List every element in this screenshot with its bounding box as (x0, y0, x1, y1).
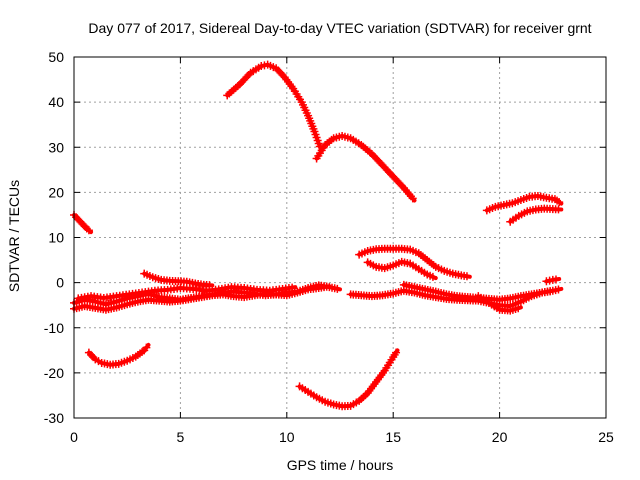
data-point (84, 226, 93, 235)
data-point (333, 284, 342, 293)
series-arc-mid-7 (355, 244, 472, 281)
x-tick-label: 15 (385, 429, 401, 445)
x-tick-label: 10 (279, 429, 295, 445)
series-arc-late-17 (482, 191, 564, 215)
y-axis-title: SDTVAR / TECUs (6, 180, 22, 292)
data-point (551, 275, 560, 284)
y-tick-label: 10 (48, 230, 64, 246)
y-tick-label: 0 (56, 275, 64, 291)
series-arc-mid-5 (363, 257, 438, 281)
x-tick-label: 5 (177, 429, 185, 445)
series-band-zero-late-c (474, 292, 523, 315)
y-tick-label: 40 (48, 94, 64, 110)
series-arc-neg-18 (84, 342, 151, 369)
series-arc-peak-48 (223, 60, 324, 152)
data-point (205, 281, 214, 290)
data-point (554, 285, 563, 294)
y-tick-label: 50 (48, 49, 64, 65)
series-band-zero-c (74, 283, 298, 303)
series-arc-start-15 (70, 210, 94, 235)
data-point (554, 205, 563, 214)
data-point (408, 194, 417, 203)
y-tick-label: 20 (48, 184, 64, 200)
x-tick-label: 0 (70, 429, 78, 445)
data-point (555, 198, 564, 207)
x-tick-label: 25 (598, 429, 614, 445)
data-point (428, 272, 437, 281)
data-point (392, 348, 401, 357)
y-tick-label: -20 (44, 365, 64, 381)
series-dot-late (542, 275, 562, 286)
data-point (322, 282, 331, 291)
y-tick-label: -30 (44, 410, 64, 426)
series-arc-peak-32 (312, 131, 417, 203)
data-series (70, 60, 564, 411)
chart-title: Day 077 of 2017, Sidereal Day-to-day VTE… (88, 20, 591, 36)
y-tick-label: -10 (44, 320, 64, 336)
data-point (288, 283, 297, 292)
axis-ticks: 0 5 10 15 20 25 -30 -20 -10 0 10 20 30 40 50 (44, 49, 614, 445)
series-band-zero-early (140, 269, 215, 290)
data-point (462, 272, 471, 281)
x-tick-label: 20 (492, 429, 508, 445)
x-axis-title: GPS time / hours (287, 457, 394, 473)
data-point (546, 287, 555, 296)
grid-lines (74, 57, 606, 418)
y-tick-label: 30 (48, 139, 64, 155)
data-point (142, 343, 151, 352)
series-band-zero-b (70, 282, 332, 314)
series-arc-neg-27 (295, 348, 401, 411)
data-point (514, 304, 523, 313)
series-arc-late-15 (506, 204, 564, 226)
